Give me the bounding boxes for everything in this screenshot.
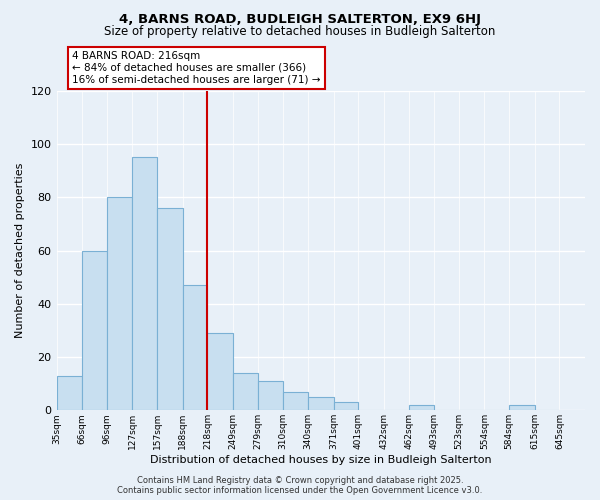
Bar: [233, 373, 258, 410]
Bar: [82, 250, 107, 410]
X-axis label: Distribution of detached houses by size in Budleigh Salterton: Distribution of detached houses by size …: [150, 455, 491, 465]
Bar: [157, 208, 182, 410]
Bar: [509, 405, 535, 410]
Bar: [133, 158, 157, 410]
Bar: [182, 285, 208, 410]
Text: 4 BARNS ROAD: 216sqm
← 84% of detached houses are smaller (366)
16% of semi-deta: 4 BARNS ROAD: 216sqm ← 84% of detached h…: [73, 52, 321, 84]
Text: Size of property relative to detached houses in Budleigh Salterton: Size of property relative to detached ho…: [104, 25, 496, 38]
Bar: [409, 405, 434, 410]
Bar: [56, 376, 82, 410]
Title: 4, BARNS ROAD, BUDLEIGH SALTERTON, EX9 6HJ
Size of property relative to detached: 4, BARNS ROAD, BUDLEIGH SALTERTON, EX9 6…: [0, 499, 1, 500]
Bar: [107, 198, 133, 410]
Y-axis label: Number of detached properties: Number of detached properties: [15, 163, 25, 338]
Text: 4, BARNS ROAD, BUDLEIGH SALTERTON, EX9 6HJ: 4, BARNS ROAD, BUDLEIGH SALTERTON, EX9 6…: [119, 12, 481, 26]
Text: Contains HM Land Registry data © Crown copyright and database right 2025.
Contai: Contains HM Land Registry data © Crown c…: [118, 476, 482, 495]
Bar: [208, 333, 233, 410]
Bar: [283, 392, 308, 410]
Bar: [308, 397, 334, 410]
Bar: [258, 381, 283, 410]
Bar: [334, 402, 358, 410]
